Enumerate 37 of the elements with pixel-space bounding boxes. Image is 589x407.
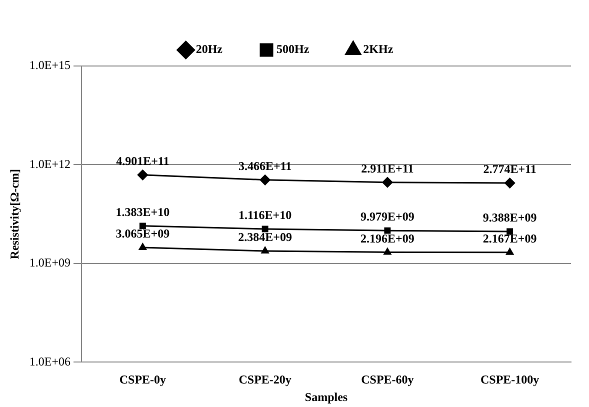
point (138, 243, 146, 250)
point (261, 246, 269, 254)
point (384, 227, 391, 234)
point (506, 228, 514, 235)
x-tick-label: CSPE-20y (238, 372, 292, 386)
data-label: 2.774E+11 (483, 162, 536, 176)
x-axis-title: Samples (304, 390, 348, 404)
data-label: 9.388E+09 (482, 210, 537, 225)
point (382, 177, 393, 188)
y-tick-label: 1.0E+15 (29, 58, 70, 72)
legend-label: 500Hz (276, 42, 310, 56)
data-label: 4.901E+11 (116, 154, 170, 168)
y-axis-title: Resistivity[Ω-cm] (7, 168, 22, 260)
data-label: 3.466E+11 (238, 158, 292, 173)
data-label: 3.065E+09 (116, 226, 170, 241)
data-label: 2.167E+09 (482, 232, 537, 246)
data-label: 2.911E+11 (361, 161, 414, 176)
y-tick-label: 1.0E+12 (29, 156, 70, 171)
legend-label: 20Hz (196, 42, 224, 56)
x-tick-label: CSPE-0y (119, 372, 166, 386)
point (506, 248, 514, 255)
point (260, 174, 270, 186)
x-tick-label: CSPE-60y (361, 372, 414, 386)
x-tick-label: CSPE-100y (480, 372, 540, 386)
point (137, 170, 148, 180)
data-label: 2.196E+09 (360, 231, 414, 246)
point (262, 226, 268, 232)
point (139, 222, 146, 230)
legend-label: 2KHz (363, 42, 394, 56)
point (384, 248, 392, 255)
point (504, 178, 516, 188)
data-label: 1.383E+10 (116, 205, 170, 220)
y-tick-label: 1.0E+09 (29, 256, 70, 270)
data-label: 9.979E+09 (360, 210, 414, 224)
data-label: 2.384E+09 (238, 230, 292, 244)
y-tick-label: 1.0E+06 (29, 354, 70, 368)
data-label: 1.116E+10 (238, 208, 292, 222)
